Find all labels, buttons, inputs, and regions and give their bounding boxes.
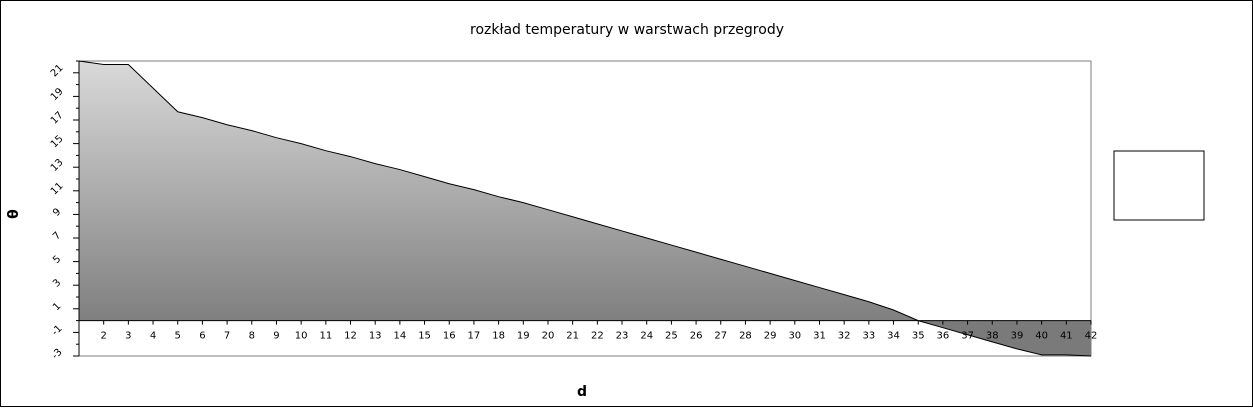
line-layer — [78, 60, 1092, 357]
x-tick-label: 6 — [199, 331, 205, 342]
x-tick-label: 39 — [1011, 331, 1024, 342]
x-tick-label: 10 — [295, 331, 308, 342]
x-tick-label: 12 — [344, 331, 357, 342]
series-line — [78, 60, 1092, 357]
x-tick-label: 26 — [690, 331, 703, 342]
chart-title: rozkład temperatury w warstwach przegrod… — [470, 22, 784, 38]
x-tick-label: 19 — [517, 331, 530, 342]
area-fill-negative — [918, 320, 1091, 356]
x-tick-label: 18 — [492, 331, 505, 342]
x-tick-label: 2 — [100, 331, 106, 342]
x-tick-label: 30 — [788, 331, 801, 342]
y-tick-label: -1 — [50, 323, 65, 338]
x-tick-label: 37 — [961, 331, 974, 342]
x-tick-label: 11 — [319, 331, 332, 342]
y-tick-label: 9 — [51, 206, 63, 218]
x-tick-label: 33 — [862, 331, 875, 342]
x-tick-label: 17 — [468, 331, 481, 342]
y-axis-title: θ — [6, 209, 22, 219]
x-tick-label: 14 — [394, 331, 407, 342]
area-fill-positive — [79, 61, 1091, 321]
x-tick-label: 3 — [125, 331, 131, 342]
y-tick-label: 21 — [49, 63, 66, 80]
x-tick-label: 35 — [912, 331, 925, 342]
x-tick-label: 4 — [150, 331, 156, 342]
x-tick-label: 13 — [369, 331, 382, 342]
x-tick-label: 28 — [739, 331, 752, 342]
x-axis: 2 3 4 5 6 7 8 9 10 11 12 13 14 15 16 17 18 19 20 21 22 23 24 25… — [100, 320, 1098, 342]
y-tick-label: 15 — [49, 133, 66, 150]
x-tick-label: 42 — [1085, 331, 1098, 342]
y-tick-label: 13 — [49, 157, 66, 174]
x-tick-label: 7 — [224, 331, 230, 342]
legend-box — [1113, 150, 1205, 221]
x-tick-label: 5 — [175, 331, 181, 342]
y-tick-label: -3 — [50, 347, 65, 362]
y-tick-label: 3 — [51, 277, 63, 289]
x-tick-label: 21 — [566, 331, 579, 342]
x-tick-label: 27 — [714, 331, 727, 342]
y-tick-label: 5 — [51, 254, 63, 266]
x-tick-label: 40 — [1035, 331, 1048, 342]
x-tick-label: 31 — [813, 331, 826, 342]
x-tick-label: 36 — [937, 331, 950, 342]
y-tick-label: 7 — [51, 230, 63, 242]
x-tick-label: 41 — [1060, 331, 1073, 342]
x-tick-label: 16 — [443, 331, 456, 342]
x-tick-label: 25 — [665, 331, 678, 342]
y-tick-label: 17 — [49, 110, 66, 127]
x-tick-label: 15 — [418, 331, 431, 342]
x-tick-label: 8 — [249, 331, 255, 342]
y-tick-label: 11 — [49, 181, 66, 198]
y-tick-label: 19 — [49, 86, 66, 103]
x-tick-label: 22 — [591, 331, 604, 342]
y-tick-label: 1 — [51, 301, 63, 313]
x-tick-label: 20 — [542, 331, 555, 342]
x-tick-label: 24 — [640, 331, 653, 342]
x-axis-title: d — [577, 384, 587, 400]
x-tick-label: 29 — [764, 331, 777, 342]
x-tick-label: 38 — [986, 331, 999, 342]
x-tick-label: 34 — [887, 331, 900, 342]
x-tick-label: 9 — [273, 331, 279, 342]
x-tick-label: 23 — [616, 331, 629, 342]
area-layer — [79, 61, 1091, 356]
x-tick-label: 32 — [838, 331, 851, 342]
